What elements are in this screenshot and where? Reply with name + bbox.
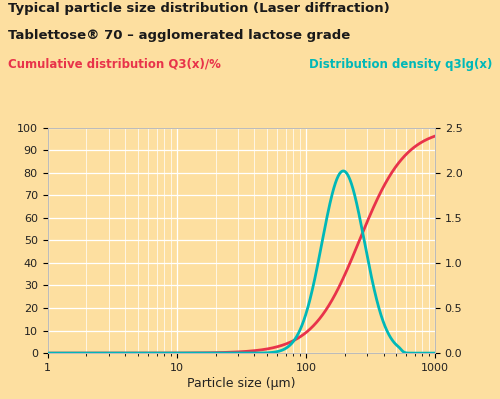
X-axis label: Particle size (µm): Particle size (µm) xyxy=(187,377,296,390)
Text: Distribution density q3lg(x): Distribution density q3lg(x) xyxy=(309,58,492,71)
Text: Typical particle size distribution (Laser diffraction): Typical particle size distribution (Lase… xyxy=(8,2,389,15)
Text: Cumulative distribution Q3(x)/%: Cumulative distribution Q3(x)/% xyxy=(8,58,220,71)
Text: Tablettose® 70 – agglomerated lactose grade: Tablettose® 70 – agglomerated lactose gr… xyxy=(8,29,350,42)
